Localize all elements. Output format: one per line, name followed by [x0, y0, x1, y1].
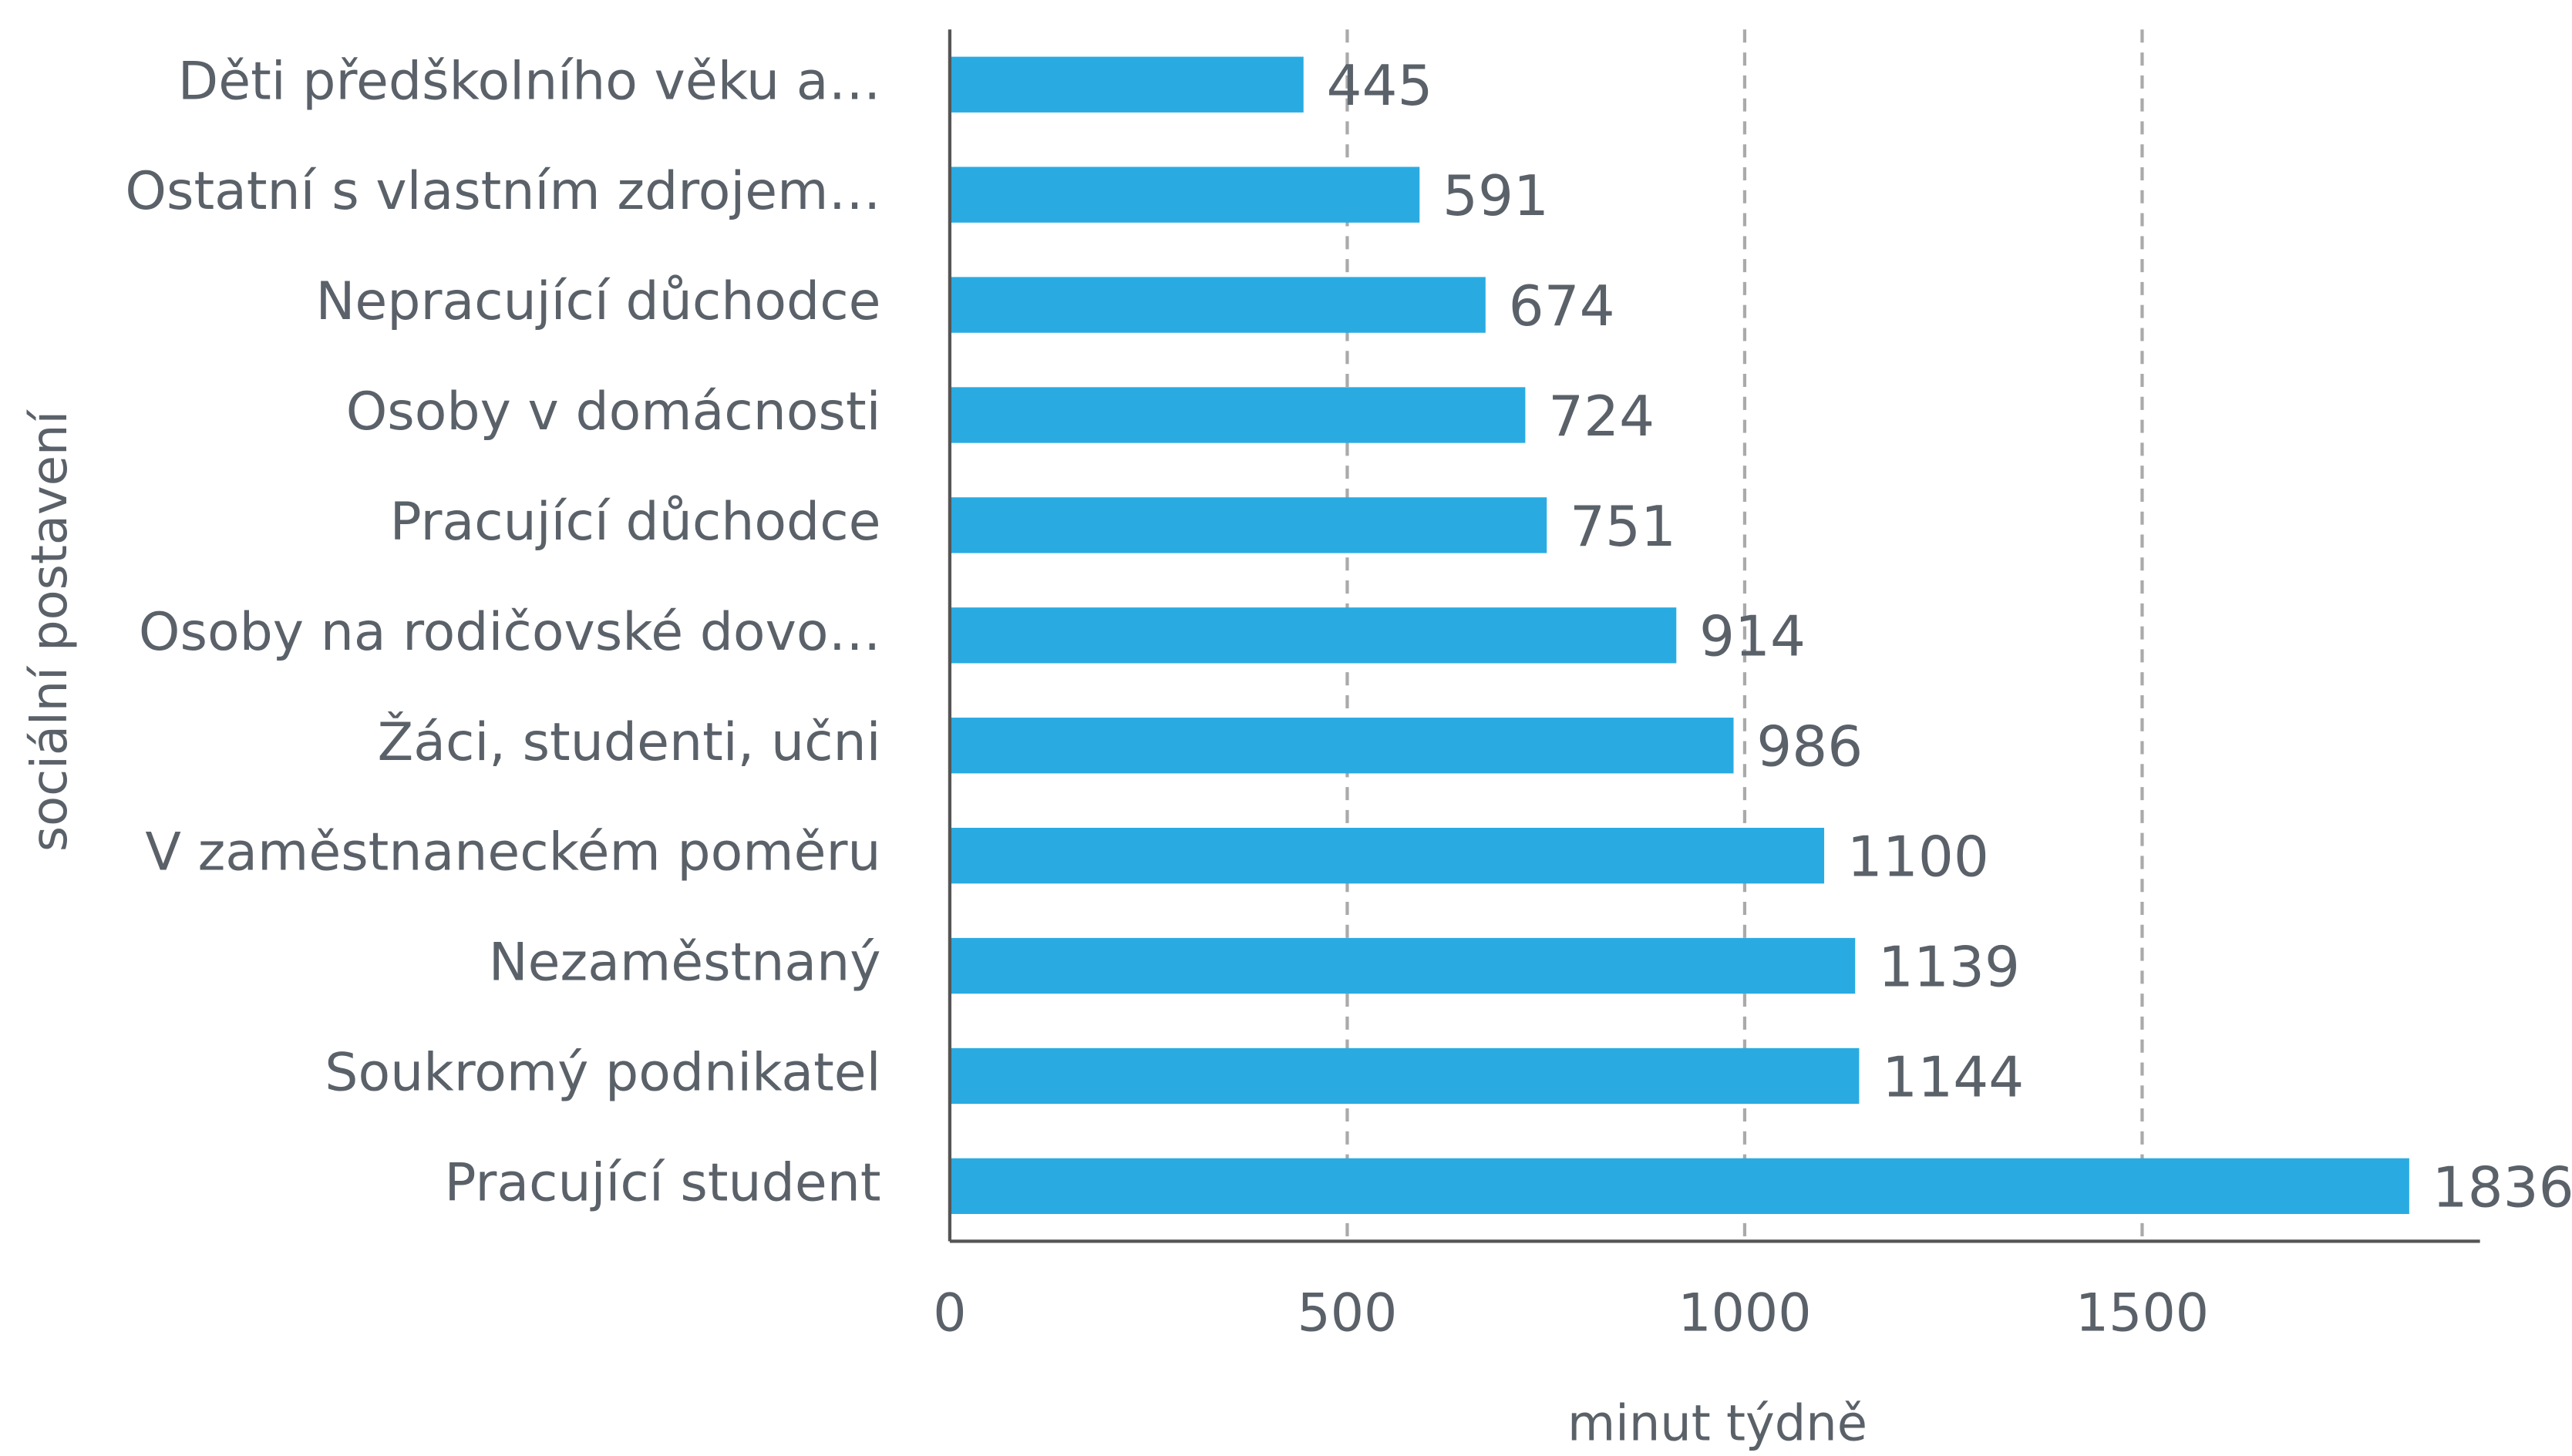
- value-label: 724: [1548, 385, 1655, 449]
- value-label: 674: [1509, 274, 1615, 339]
- bar: [949, 387, 1526, 443]
- y-tick-label: Osoby v domácnosti: [346, 382, 881, 442]
- x-tick-label: 500: [1297, 1283, 1397, 1344]
- y-tick-label: Ostatní s vlastním zdrojem…: [125, 161, 880, 222]
- bar: [949, 56, 1304, 113]
- y-tick-label: Žáci, studenti, učni: [378, 711, 881, 773]
- y-tick-label: Pracující student: [444, 1152, 880, 1213]
- y-tick-label: Nepracující důchodce: [315, 271, 880, 332]
- y-tick-label: Pracující důchodce: [390, 492, 881, 553]
- value-label: 1836: [2432, 1155, 2572, 1220]
- x-tick-label: 0: [933, 1283, 966, 1344]
- value-label: 445: [1327, 54, 1433, 119]
- value-label: 1144: [1882, 1045, 2024, 1110]
- value-label: 986: [1756, 715, 1863, 780]
- x-tick-label: 1500: [2075, 1283, 2209, 1344]
- bar: [949, 827, 1825, 884]
- bar: [949, 277, 1486, 333]
- value-label: 1100: [1847, 826, 1989, 890]
- y-tick-label: Děti předškolního věku a…: [178, 51, 881, 112]
- value-label: 751: [1570, 495, 1676, 560]
- y-tick-label: V zaměstnaneckém poměru: [145, 822, 880, 883]
- y-tick-label: Soukromý podnikatel: [325, 1043, 880, 1104]
- bar: [949, 1158, 2409, 1215]
- value-label: 591: [1443, 164, 1549, 229]
- bar: [949, 1047, 1860, 1105]
- y-tick-label: Nezaměstnaný: [489, 933, 881, 994]
- bar: [949, 166, 1420, 223]
- bar: [949, 497, 1547, 553]
- y-axis-label: sociální postavení: [22, 409, 79, 852]
- bar: [949, 607, 1677, 664]
- value-label: 914: [1699, 605, 1806, 670]
- bar: [949, 718, 1734, 774]
- y-tick-label: Osoby na rodičovské dovo…: [139, 602, 881, 663]
- bar: [949, 937, 1856, 994]
- x-axis-label: minut týdně: [1567, 1395, 1867, 1452]
- x-tick-label: 1000: [1678, 1283, 1811, 1344]
- value-label: 1139: [1878, 935, 2020, 1000]
